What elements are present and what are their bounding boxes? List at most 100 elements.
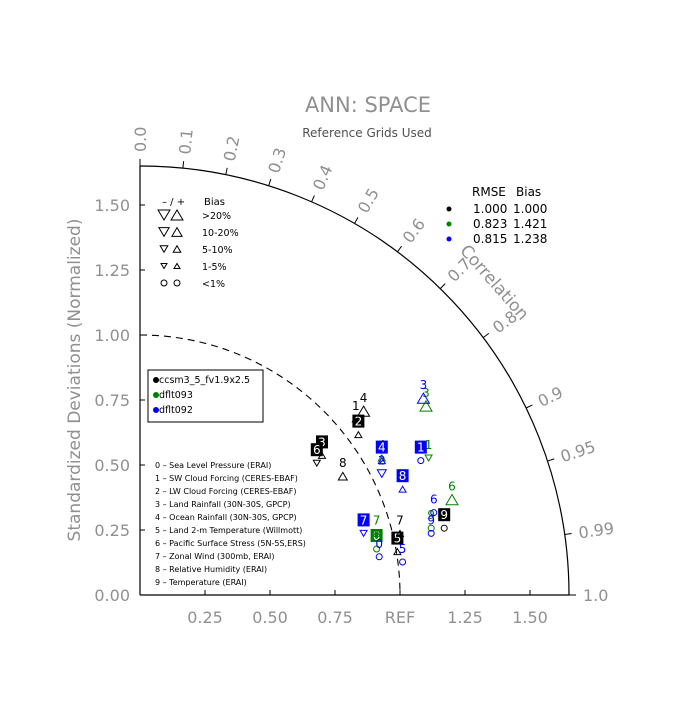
- bias-marker: [354, 430, 363, 439]
- bias-legend-up-marker: [173, 279, 181, 287]
- correlation-tick-mark: [311, 195, 315, 203]
- correlation-tick-label: 0.0: [131, 127, 150, 152]
- point-label: 1: [417, 441, 425, 455]
- point-label: 8: [399, 469, 407, 483]
- bias-value: 1.000: [513, 202, 547, 216]
- correlation-tick-mark: [396, 245, 403, 253]
- x-tick-label: 1.25: [447, 608, 483, 627]
- point-label: 8: [339, 456, 347, 470]
- point-label-box: [310, 443, 323, 457]
- point-label: 6: [313, 443, 321, 457]
- bias-legend-up-marker: [171, 226, 183, 237]
- rmse-value: 1.000: [473, 202, 507, 216]
- bias-legend-up-marker: [170, 208, 184, 221]
- variable-legend-item: 5 – Land 2-m Temperature (Willmott): [155, 526, 302, 535]
- point-label: 7: [373, 513, 381, 527]
- case-legend-box: [147, 369, 264, 423]
- correlation-tick-label: 0.2: [220, 134, 244, 163]
- bias-legend-label: 10-20%: [202, 228, 239, 239]
- case-legend-dot: [153, 377, 159, 383]
- bias-marker: [395, 529, 405, 537]
- case-legend-dot: [153, 407, 159, 413]
- bias-legend-label: 1-5%: [202, 262, 227, 273]
- bias-legend-down-marker: [157, 209, 171, 222]
- point-label: 1: [425, 438, 433, 452]
- correlation-tick-label: 0.4: [309, 162, 337, 193]
- bias-marker: [377, 454, 387, 462]
- point-label-box: [375, 440, 388, 454]
- correlation-tick-mark: [182, 161, 185, 169]
- bias-marker: [419, 399, 433, 412]
- point-label: 6: [448, 480, 456, 494]
- bias-marker: [312, 459, 322, 468]
- bias-marker: [377, 456, 387, 465]
- point-label: 0: [375, 537, 383, 551]
- variable-legend-item: 9 – Temperature (ERAI): [155, 578, 247, 587]
- rmse-value: 0.815: [473, 232, 507, 246]
- bias-marker: [372, 529, 381, 537]
- rmse-row-dot: [446, 206, 452, 212]
- bias-legend-label: 5-10%: [202, 245, 233, 256]
- variable-legend-item: 2 – LW Cloud Forcing (CERES-EBAF): [155, 487, 296, 496]
- y-axis-label: Standardized Deviations (Normalized): [65, 219, 85, 542]
- rmse-header: RMSE: [472, 185, 506, 199]
- bias-marker: [398, 485, 407, 493]
- point-label: 3: [420, 378, 428, 392]
- case-legend-label: dflt092: [159, 405, 193, 416]
- y-tick-label: 0.75: [94, 391, 130, 410]
- point-label: 7: [360, 513, 368, 527]
- y-tick-label: 1.50: [94, 196, 130, 215]
- correlation-tick-label: 1.0: [583, 586, 608, 605]
- point-label: 5: [394, 532, 402, 546]
- bias-legend-up-marker: [172, 244, 182, 253]
- point-label: 3: [318, 435, 326, 449]
- y-tick-label: 1.00: [94, 326, 130, 345]
- bias-legend-up-marker: [173, 262, 181, 270]
- y-tick-label: 0.00: [94, 586, 130, 605]
- point-label: 1: [352, 399, 360, 413]
- case-legend-label: dflt093: [159, 390, 193, 401]
- correlation-tick-label: 0.5: [354, 185, 383, 217]
- point-label-box: [438, 508, 451, 522]
- correlation-tick-label: 0.99: [577, 519, 615, 543]
- correlation-tick-mark: [547, 458, 555, 462]
- bias-marker: [424, 454, 433, 462]
- correlation-arc: [139, 165, 570, 596]
- bias-marker: [376, 469, 388, 479]
- bias-marker: [440, 524, 448, 532]
- y-tick-label: 1.25: [94, 261, 130, 280]
- variable-legend-item: 8 – Relative Humidity (ERAI): [155, 565, 267, 574]
- bias-legend-label: <1%: [202, 279, 225, 290]
- variable-legend-item: 7 – Zonal Wind (300mb, ERAI): [155, 552, 275, 561]
- bias-marker: [359, 529, 368, 538]
- bias-header: Bias: [516, 185, 541, 199]
- x-tick-label: 1.50: [512, 608, 548, 627]
- case-legend-dot: [153, 392, 159, 398]
- point-label: 4: [360, 391, 368, 405]
- point-label: 2: [378, 454, 386, 468]
- correlation-tick-mark: [268, 178, 272, 186]
- bias-marker: [417, 457, 425, 465]
- point-label: 9: [427, 513, 435, 527]
- bias-marker: [430, 509, 438, 517]
- point-label-box: [414, 440, 427, 454]
- bias-marker: [416, 392, 431, 404]
- correlation-tick-label: 0.6: [399, 215, 429, 247]
- bias-legend-down-marker: [159, 245, 169, 254]
- point-label: 3: [422, 386, 430, 400]
- variable-legend-item: 0 – Sea Level Pressure (ERAI): [155, 461, 271, 470]
- bias-value: 1.421: [513, 217, 547, 231]
- rmse-value: 0.823: [473, 217, 507, 231]
- bias-legend-down-marker: [158, 227, 170, 238]
- correlation-tick-mark: [564, 532, 572, 535]
- y-tick-label: 0.25: [94, 521, 130, 540]
- correlation-tick-label: 0.95: [558, 437, 598, 466]
- case-legend-label: ccsm3_5_fv1.9x2.5: [159, 375, 250, 386]
- correlation-tick-label: 0.1: [175, 128, 196, 155]
- x-tick-label: 0.25: [187, 608, 223, 627]
- variable-legend-item: 4 – Ocean Rainfall (30N-30S, GPCP): [155, 513, 297, 522]
- bias-legend-label: >20%: [202, 211, 231, 222]
- correlation-tick-mark: [439, 283, 446, 289]
- bias-marker: [445, 493, 459, 506]
